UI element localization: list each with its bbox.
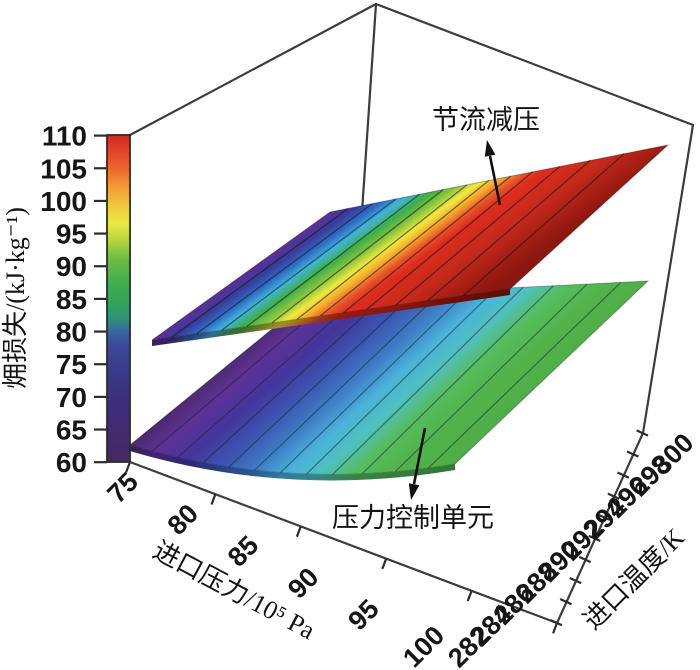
z-axis-tick bbox=[550, 619, 563, 627]
contour-line bbox=[254, 290, 443, 471]
annotation-lower-arrowhead-icon bbox=[408, 483, 420, 500]
contour-line bbox=[196, 203, 373, 335]
y-axis-tick-label: 85 bbox=[56, 284, 87, 315]
contour-line bbox=[280, 289, 470, 474]
x-axis-tick-label: 85 bbox=[222, 530, 264, 572]
contour-line bbox=[177, 295, 362, 458]
x-axis-ticks bbox=[125, 461, 559, 634]
lower-surface-front-side bbox=[130, 445, 455, 481]
z-axis-line bbox=[555, 431, 645, 625]
lower-surface bbox=[128, 280, 650, 481]
z-axis-tick bbox=[597, 513, 611, 521]
x-axis-tick bbox=[552, 622, 559, 634]
upper-surface-front-shade bbox=[152, 289, 510, 346]
contour-line bbox=[366, 171, 534, 310]
y-axis-tick-label: 75 bbox=[56, 349, 87, 380]
contour-line bbox=[394, 283, 588, 473]
contour-line bbox=[427, 281, 622, 469]
x-axis-tick-labels: 75 80 85 90 95 100 bbox=[101, 466, 450, 670]
y-axis-tick-label: 80 bbox=[56, 317, 87, 348]
annotation-upper: 节流减压 bbox=[432, 105, 540, 206]
contour-line bbox=[343, 175, 512, 314]
x-axis-tick bbox=[125, 461, 132, 473]
annotation-lower-label: 压力控制单元 bbox=[332, 503, 494, 533]
y-axis-tick-label: 100 bbox=[40, 186, 87, 217]
annotation-lower-arrow-line bbox=[412, 427, 427, 485]
z-axis-tick bbox=[636, 429, 649, 437]
contour-line bbox=[221, 198, 397, 331]
box-top-right-edge bbox=[374, 2, 695, 127]
x-axis-tick-label: 100 bbox=[397, 620, 450, 670]
y-axis-tick-label: 105 bbox=[40, 153, 87, 184]
z-axis-tick bbox=[626, 450, 639, 458]
contour-line bbox=[395, 165, 561, 306]
x-axis-tick-label: 90 bbox=[282, 562, 324, 604]
contour-line bbox=[427, 159, 591, 302]
z-axis-tick bbox=[559, 598, 573, 606]
y-axis-tick-label: 60 bbox=[56, 447, 87, 478]
lower-surface-contours bbox=[151, 281, 622, 475]
plot-box-frame bbox=[128, 2, 695, 435]
z-axis-tick bbox=[569, 576, 582, 585]
z-axis-tick bbox=[607, 492, 620, 500]
x-axis-tick-label: 95 bbox=[342, 594, 384, 636]
z-axis-tick bbox=[617, 471, 630, 479]
annotation-lower: 压力控制单元 bbox=[332, 427, 494, 533]
contour-line bbox=[271, 189, 444, 324]
colorbar-gradient-bar bbox=[106, 134, 131, 463]
upper-surface bbox=[151, 144, 670, 346]
x-axis-tick-label: 80 bbox=[162, 498, 204, 540]
upper-surface-contours bbox=[171, 153, 625, 338]
x-axis-tick bbox=[381, 558, 388, 570]
contour-line bbox=[246, 193, 420, 328]
y-axis-tick-label: 70 bbox=[56, 382, 87, 413]
box-top-left-edge bbox=[128, 2, 378, 137]
x-axis-tick bbox=[466, 590, 473, 602]
contour-line bbox=[319, 180, 490, 317]
contour-line bbox=[463, 153, 625, 297]
contour-line bbox=[228, 292, 416, 468]
upper-surface-face bbox=[151, 144, 670, 341]
annotation-upper-label: 节流减压 bbox=[432, 105, 540, 135]
y-axis-tick-label: 95 bbox=[56, 219, 87, 250]
contour-line bbox=[202, 293, 389, 464]
lower-surface-front-shade bbox=[130, 445, 455, 481]
contour-line bbox=[332, 286, 524, 475]
z-axis-tick bbox=[578, 555, 592, 564]
y-axis-tick-label: 65 bbox=[56, 415, 87, 446]
contour-line bbox=[306, 288, 497, 475]
contour-line bbox=[361, 285, 554, 475]
x-axis-tick bbox=[210, 493, 217, 505]
contour-line bbox=[296, 184, 468, 320]
y-axis-title: 㶲损失/(kJ·kg⁻¹) bbox=[1, 207, 30, 389]
x-axis-tick bbox=[295, 526, 302, 538]
annotation-upper-arrow-line bbox=[488, 155, 502, 206]
y-axis-tick-label: 90 bbox=[56, 251, 87, 282]
x-axis-tick-label: 75 bbox=[101, 466, 143, 508]
x-axis-line bbox=[128, 460, 559, 625]
colorbar-ticks bbox=[94, 134, 107, 464]
box-back-vertical-edge bbox=[360, 2, 378, 214]
z-axis-ticks bbox=[550, 429, 649, 627]
box-right-edge bbox=[641, 123, 695, 435]
plot-box-back-edges bbox=[360, 2, 378, 214]
contour-line bbox=[171, 207, 349, 338]
annotation-upper-arrowhead-icon bbox=[484, 140, 496, 157]
z-axis-tick bbox=[588, 534, 601, 542]
upper-surface-front-side bbox=[152, 289, 510, 346]
y-axis-tick-label: 110 bbox=[42, 121, 87, 152]
